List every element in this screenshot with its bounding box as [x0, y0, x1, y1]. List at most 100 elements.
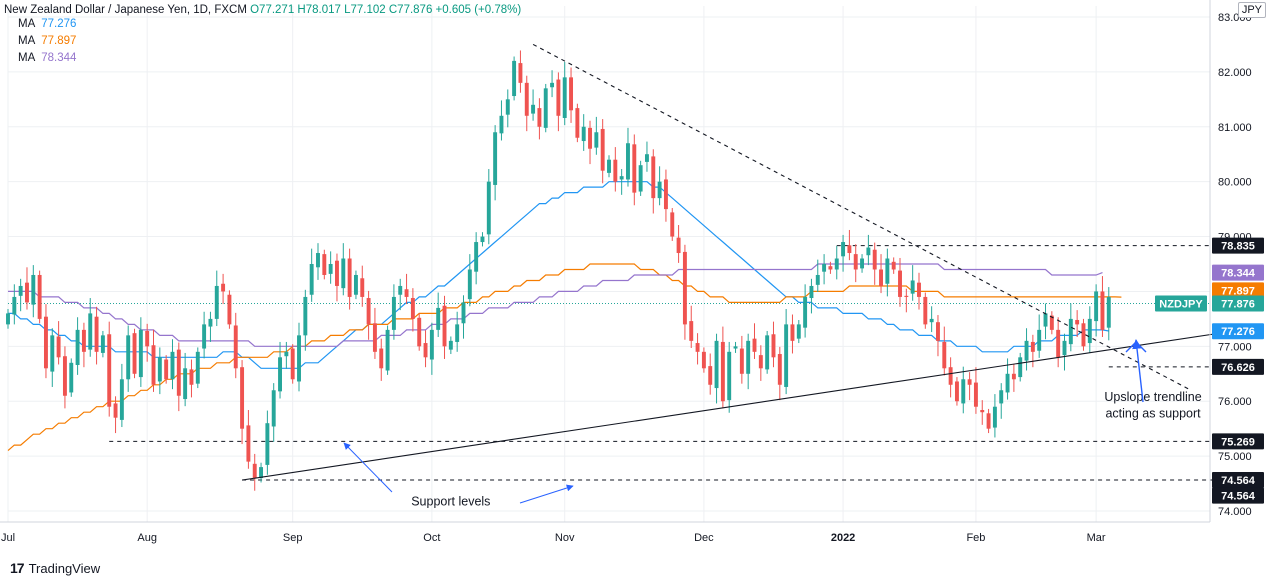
- candle-body: [62, 356, 67, 396]
- trendline: [532, 43, 1192, 391]
- candle: [341, 243, 346, 296]
- candle-body: [556, 79, 561, 116]
- candle-body: [271, 390, 276, 427]
- candle: [948, 357, 953, 398]
- candle: [37, 270, 42, 324]
- price-label: 75.269: [1221, 436, 1255, 448]
- candle-body: [632, 144, 637, 193]
- candle-body: [1024, 340, 1029, 361]
- candle: [638, 160, 643, 196]
- candle-body: [733, 346, 738, 349]
- candle: [752, 323, 757, 359]
- candle: [626, 127, 630, 187]
- candle-body: [341, 258, 346, 289]
- candle-body: [936, 322, 940, 341]
- price-label-bg: [1212, 295, 1264, 312]
- ma-label: MA: [18, 35, 36, 47]
- price-label: 77.876: [1221, 299, 1255, 311]
- candle-body: [100, 335, 105, 353]
- candle: [474, 232, 479, 285]
- candle: [240, 360, 245, 445]
- candle: [1075, 310, 1080, 338]
- candle-body: [467, 269, 472, 300]
- candle-body: [828, 266, 833, 270]
- candle: [113, 396, 118, 434]
- candle-body: [784, 324, 789, 387]
- candle-body: [88, 313, 93, 350]
- ma-label: MA: [18, 52, 36, 64]
- candle: [385, 325, 390, 375]
- candle: [1068, 303, 1073, 352]
- candle-body: [626, 143, 630, 180]
- candle-body: [1011, 373, 1016, 380]
- candle: [1087, 306, 1092, 353]
- candle-body: [31, 274, 36, 305]
- candle-body: [695, 343, 700, 352]
- candle: [771, 321, 776, 368]
- candle: [31, 265, 36, 318]
- currency-button[interactable]: JPY: [1237, 2, 1266, 18]
- candle-body: [992, 406, 997, 428]
- candle-body: [1100, 291, 1105, 330]
- candle: [581, 114, 586, 151]
- candle: [1062, 333, 1067, 371]
- candle: [986, 408, 991, 434]
- candle-body: [929, 318, 934, 323]
- arrow-icon: [343, 442, 393, 493]
- candle: [746, 333, 751, 390]
- candle: [524, 75, 529, 132]
- candle: [145, 323, 150, 362]
- candle-body: [214, 285, 219, 319]
- candle: [88, 298, 93, 357]
- ohlc-readout: O77.271 H78.017 L77.102 C77.876 +0.605 (…: [250, 4, 522, 16]
- candle: [486, 169, 491, 245]
- y-tick-label: 76.000: [1218, 396, 1252, 408]
- candle: [183, 352, 188, 407]
- candle: [1043, 303, 1048, 340]
- candle-body: [663, 179, 668, 210]
- arrow-icon: [519, 484, 574, 504]
- price-label: 78.344: [1221, 268, 1256, 280]
- candle: [992, 394, 997, 438]
- candle-body: [689, 321, 694, 341]
- candle: [866, 234, 871, 266]
- y-tick-label: 81.000: [1218, 122, 1252, 134]
- candle-body: [1062, 340, 1067, 356]
- candle-body: [429, 329, 434, 360]
- candle-body: [309, 264, 314, 295]
- ma-legend-3[interactable]: MA 78.344: [18, 52, 76, 64]
- candle: [613, 147, 618, 192]
- candle: [569, 67, 574, 123]
- candle: [1081, 318, 1086, 351]
- candle-body: [739, 348, 744, 374]
- candle-body: [303, 296, 308, 336]
- candle: [100, 330, 105, 358]
- candle: [923, 292, 928, 329]
- ma-legend-2[interactable]: MA 77.897: [18, 35, 76, 47]
- time-axis[interactable]: Jul Aug Sep Oct Nov Dec 2022 Feb Mar: [0, 521, 1210, 544]
- candle: [297, 322, 301, 392]
- candle-body: [638, 165, 643, 192]
- candle: [562, 61, 567, 126]
- candle-body: [151, 345, 156, 385]
- candle-body: [518, 63, 523, 83]
- candle: [423, 330, 428, 368]
- tradingview-branding[interactable]: 17 TradingView: [10, 560, 100, 576]
- candle-body: [246, 425, 251, 462]
- candle: [214, 270, 219, 327]
- ma-legend-1[interactable]: MA 77.276: [18, 18, 76, 30]
- candle: [303, 289, 308, 351]
- price-labels: 78.835 78.344 77.897 77.876 77.276 76.626 75.2…: [1155, 237, 1264, 504]
- candle-body: [1049, 315, 1054, 330]
- candle: [271, 383, 276, 442]
- candle: [246, 410, 251, 469]
- candle: [1030, 334, 1035, 368]
- candle: [575, 103, 580, 143]
- price-label-bg: [1212, 282, 1264, 299]
- candle: [632, 134, 637, 206]
- candle: [879, 254, 883, 294]
- candle-body: [322, 254, 327, 275]
- candle-body: [353, 274, 358, 295]
- candle: [689, 305, 694, 348]
